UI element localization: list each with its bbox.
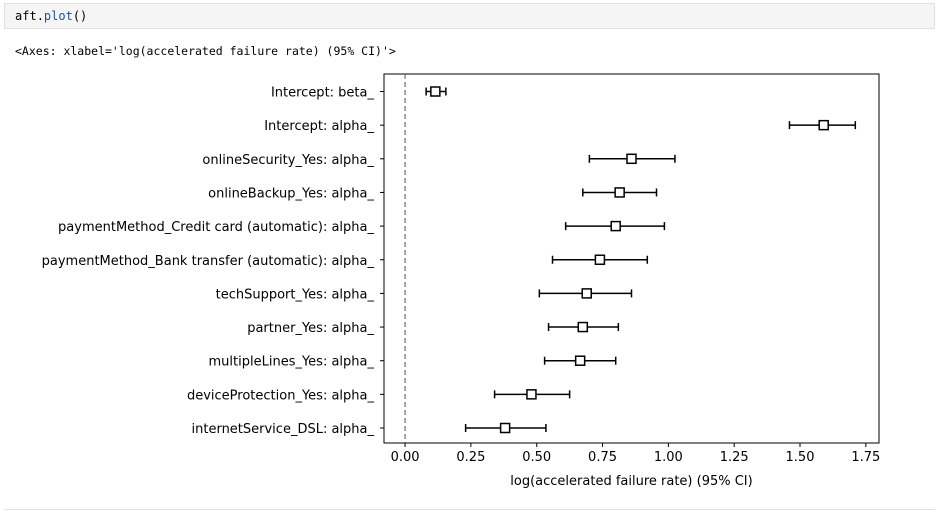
y-tick-label: onlineBackup_Yes: alpha_: [208, 186, 374, 201]
code-input-cell[interactable]: aft.plot(): [4, 3, 935, 29]
x-tick-label: 1.25: [720, 450, 749, 465]
y-tick-label: Intercept: beta_: [271, 86, 375, 101]
y-tick-label: internetService_DSL: alpha_: [192, 422, 375, 437]
y-tick-label: paymentMethod_Bank transfer (automatic):…: [42, 254, 375, 269]
output-repr-text: <Axes: xlabel='log(accelerated failure r…: [15, 44, 396, 58]
estimate-marker: [430, 86, 441, 97]
estimate-marker: [499, 422, 511, 434]
x-axis-label: log(accelerated failure rate) (95% CI): [510, 474, 752, 489]
estimate-marker: [577, 321, 589, 333]
y-tick-label: multipleLines_Yes: alpha_: [209, 355, 375, 370]
estimate-marker: [610, 220, 621, 232]
x-tick-label: 1.00: [654, 450, 683, 465]
estimate-marker: [626, 153, 637, 165]
code-text: aft.plot(): [15, 9, 88, 23]
x-tick-label: 0.50: [522, 450, 551, 465]
x-tick-label: 0.75: [588, 450, 617, 465]
estimate-marker: [594, 254, 606, 265]
x-tick-label: 0.00: [391, 450, 420, 465]
y-tick-label: deviceProtection_Yes: alpha_: [187, 388, 375, 403]
y-tick-label: techSupport_Yes: alpha_: [216, 287, 375, 302]
x-tick-label: 0.25: [456, 450, 485, 465]
y-tick-label: partner_Yes: alpha_: [247, 321, 374, 336]
axes-frame: [383, 73, 880, 444]
cell-divider: [4, 509, 935, 510]
y-tick-label: Intercept: alpha_: [264, 119, 374, 134]
estimate-marker: [526, 389, 537, 400]
estimate-marker: [614, 187, 625, 198]
estimate-marker: [574, 355, 586, 366]
y-tick-label: onlineSecurity_Yes: alpha_: [202, 153, 374, 168]
x-tick-label: 1.75: [851, 450, 880, 465]
y-tick-label: paymentMethod_Credit card (automatic): a…: [58, 220, 374, 235]
estimate-marker: [818, 119, 829, 131]
estimate-marker: [581, 288, 592, 299]
x-tick-label: 1.50: [786, 450, 815, 465]
